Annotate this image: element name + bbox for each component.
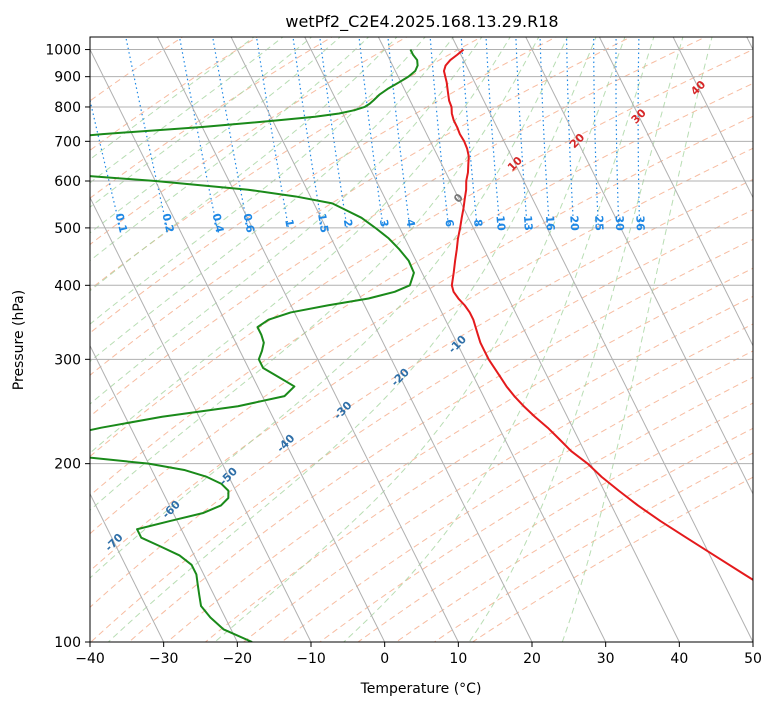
mixing-ratio-lines (90, 37, 641, 229)
mixing-ratio-label: 10 (493, 215, 507, 232)
mixing-ratio-line (565, 37, 575, 228)
y-tick-label: 1000 (45, 43, 81, 59)
mixing-ratio-label: 1.5 (315, 212, 331, 233)
x-axis: −40 −30 −20 −10 0 10 20 30 40 50 (75, 642, 762, 667)
mixing-ratio-line (429, 37, 450, 228)
mixing-ratio-label: 8 (471, 219, 485, 228)
x-tick-label: −30 (149, 651, 179, 667)
mixing-ratio-line (593, 37, 599, 228)
isotherm--30 (156, 37, 459, 642)
line-labels: 0.10.20.40.611.52346810131620253036-100-… (0, 78, 708, 620)
y-tick-label: 200 (54, 457, 81, 473)
mixing-ratio-line (515, 37, 528, 228)
plot-frame (89, 36, 754, 643)
dewpoint-profile (90, 49, 419, 642)
y-tick-label: 800 (54, 100, 81, 116)
mixing-ratio-label: 2 (341, 218, 355, 228)
mixing-ratio-label: 0.6 (240, 212, 257, 234)
mixing-ratio-label: 16 (543, 215, 557, 232)
mixing-ratio-label: 6 (442, 219, 456, 228)
isotherm--60 (90, 344, 238, 642)
x-tick-label: 40 (670, 651, 688, 667)
mixing-ratio-line (539, 37, 551, 228)
x-tick-label: −10 (296, 651, 326, 667)
temperature-profile (442, 48, 753, 581)
x-tick-label: −40 (75, 651, 105, 667)
dry-adiabat (319, 376, 753, 642)
mixing-ratio-line (319, 37, 348, 228)
chart-title: wetPf2_C2E4.2025.168.13.29.R18 (285, 12, 558, 32)
dry-adiabat (90, 37, 707, 418)
dry-adiabat (166, 267, 753, 642)
dry-adiabat (90, 48, 753, 458)
mixing-ratio-label: 0.2 (159, 212, 176, 234)
mixing-ratio-line (615, 37, 620, 228)
x-tick-label: 50 (744, 651, 762, 667)
y-tick-label: 700 (54, 134, 81, 150)
y-tick-label: 100 (54, 635, 81, 651)
isotherm--50 (90, 196, 312, 642)
dry-adiabat (280, 350, 753, 642)
mixing-ratio-label: 0.1 (112, 212, 129, 234)
isotherm-20 (525, 37, 753, 496)
dry-adiabat (90, 115, 753, 535)
x-tick-label: 20 (523, 651, 541, 667)
x-tick-label: 10 (449, 651, 467, 667)
x-axis-title: Temperature (°C) (360, 681, 482, 697)
profiles (90, 48, 753, 642)
dry-adiabat-label: -90 (0, 597, 11, 620)
isobars (90, 49, 753, 642)
mixing-ratio-line (387, 37, 411, 228)
y-tick-label: 400 (54, 278, 81, 294)
dry-adiabat-label: -80 (45, 564, 68, 587)
mixing-ratio-label: 4 (404, 219, 418, 229)
y-tick-label: 900 (54, 70, 81, 86)
x-tick-label: 30 (597, 651, 615, 667)
mixing-ratio-line (358, 37, 384, 228)
plot-area: 0.10.20.40.611.52346810131620253036-100-… (0, 37, 753, 642)
mixing-ratio-label: 3 (377, 218, 391, 227)
y-tick-label: 500 (54, 221, 81, 237)
mixing-ratio-line (637, 37, 641, 228)
mixing-ratio-label: 1 (282, 218, 296, 228)
y-tick-label: 300 (54, 352, 81, 368)
isotherm--70 (90, 492, 165, 642)
mixing-ratio-line (90, 97, 121, 229)
isotherm--40 (90, 48, 386, 642)
mixing-ratio-label: 20 (567, 215, 581, 231)
mixing-ratio-label: 36 (633, 215, 646, 231)
mixing-ratio-line (485, 37, 501, 228)
y-tick-label: 600 (54, 174, 81, 190)
mixing-ratio-label: 30 (613, 215, 627, 231)
x-tick-label: 0 (380, 651, 389, 667)
isotherm-0 (377, 37, 680, 642)
mixing-ratio-label: 13 (521, 215, 535, 231)
y-axis: 100 200 300 400 500 600 700 800 900 1000 (45, 43, 90, 651)
dry-adiabat (90, 147, 753, 572)
y-axis-title: Pressure (hPa) (11, 290, 27, 390)
moist-adiabat (90, 37, 511, 454)
isotherms (90, 37, 753, 642)
isotherm--10 (304, 37, 607, 642)
x-tick-label: −20 (223, 651, 253, 667)
dry-adiabat (90, 178, 753, 608)
mixing-ratio-line (292, 37, 323, 228)
mixing-ratio-label: 0.4 (210, 212, 227, 234)
mixing-ratio-label: 25 (592, 215, 606, 231)
isotherm-40 (672, 37, 753, 199)
moist-adiabat (90, 37, 540, 511)
isotherm--20 (230, 37, 533, 642)
dry-adiabat (90, 37, 483, 290)
